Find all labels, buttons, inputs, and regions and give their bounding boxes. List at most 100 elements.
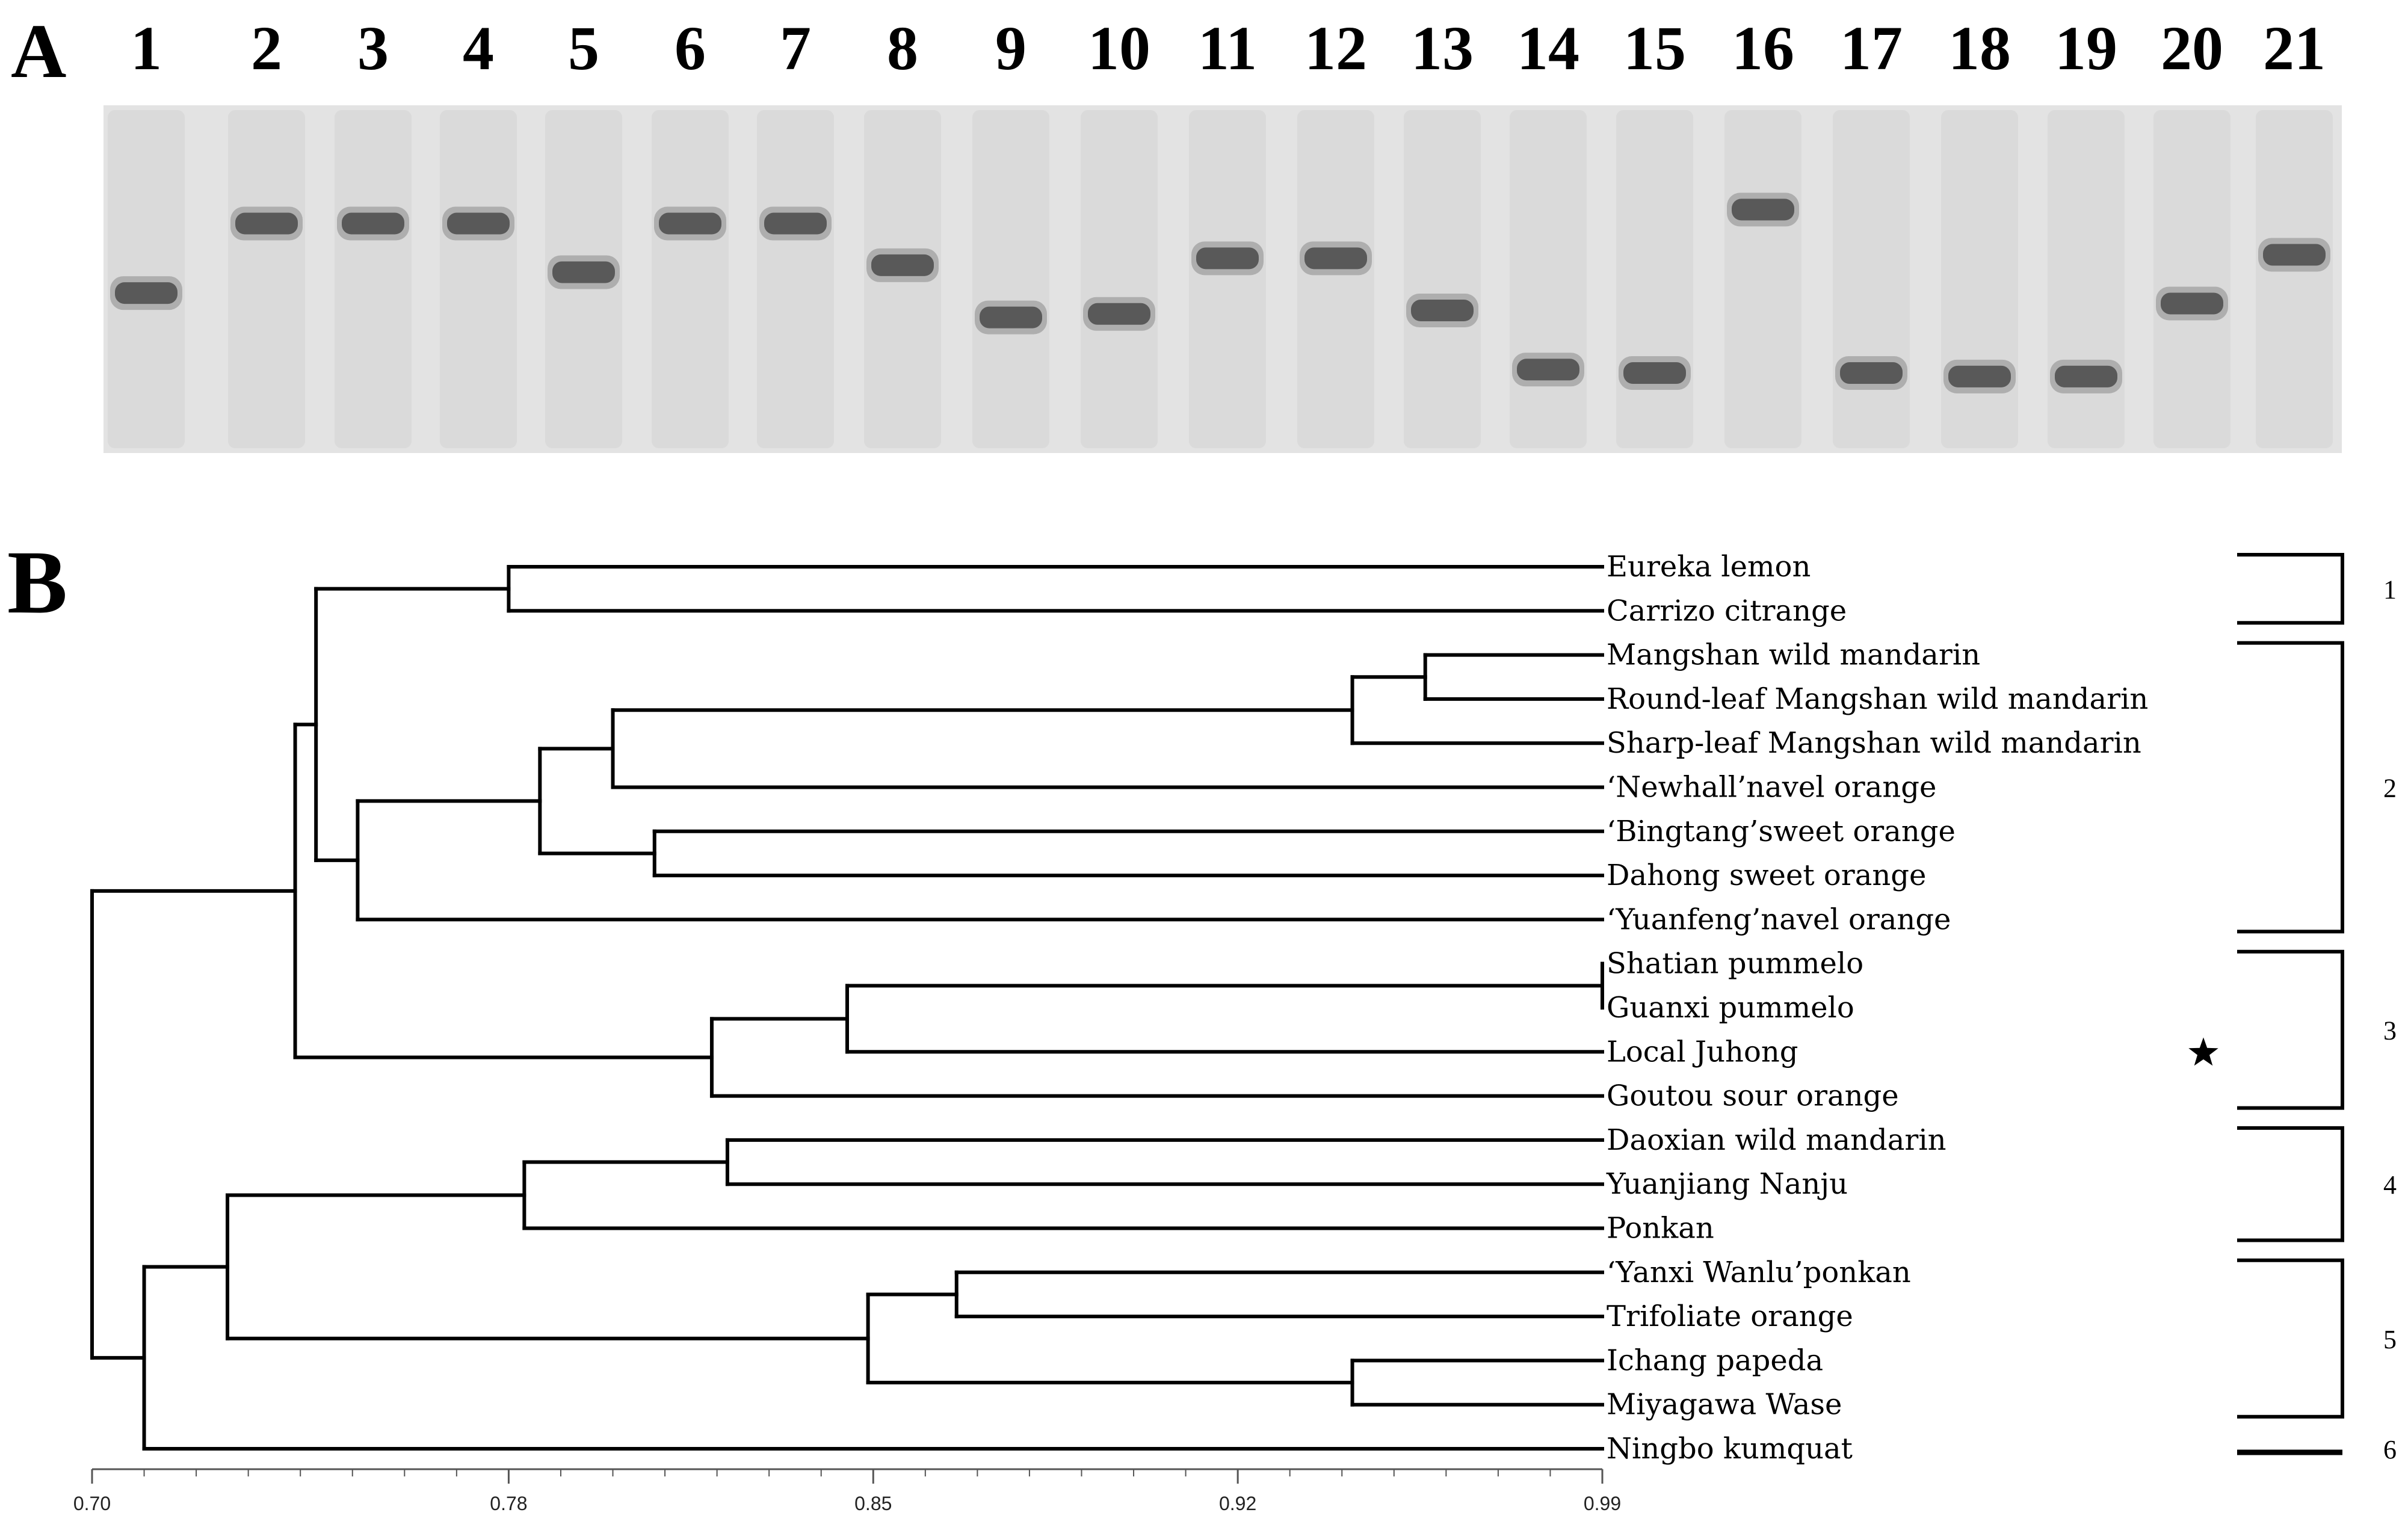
- gel-band: [764, 212, 827, 235]
- taxon-label: Sharp-leaf Mangshan wild mandarin: [1607, 726, 2141, 760]
- lane-label: 17: [1840, 14, 1903, 83]
- lane-label: 9: [995, 14, 1026, 83]
- lane-label: 12: [1304, 14, 1367, 83]
- group-label: 1: [2383, 575, 2397, 605]
- lane-labels: 1 2 3 4 5 6 7 8 9 10 11 12 13 14 15 16 17 18 19 20 21: [131, 14, 2326, 83]
- taxon-label: Goutou sour orange: [1607, 1079, 1899, 1113]
- lane-label: 20: [2161, 14, 2223, 83]
- axis-tick-label: 0.78: [490, 1493, 527, 1514]
- lane-label: 8: [887, 14, 918, 83]
- gel-lane-smear: [228, 110, 305, 448]
- gel-band: [1304, 247, 1367, 270]
- panel-b-label: B: [7, 532, 67, 632]
- gel-lane-smear: [440, 110, 517, 448]
- group-label: 5: [2383, 1325, 2397, 1354]
- dendrogram: [90, 565, 1604, 1451]
- gel-band: [1196, 247, 1259, 270]
- group-label: 4: [2383, 1170, 2397, 1200]
- gel-band: [1948, 365, 2011, 387]
- lane-label: 4: [463, 14, 494, 83]
- taxon-label: Mangshan wild mandarin: [1607, 638, 1980, 672]
- gel-band: [447, 212, 510, 235]
- group-bracket: [2237, 949, 2344, 1110]
- lane-label: 7: [780, 14, 811, 83]
- taxon-label: Ponkan: [1607, 1212, 1714, 1245]
- lane-label: 16: [1732, 14, 1794, 83]
- lane-label: 18: [1948, 14, 2011, 83]
- lane-label: 10: [1088, 14, 1150, 83]
- taxon-label: ‘Yuanfeng’navel orange: [1607, 902, 1951, 936]
- gel-band: [2263, 244, 2326, 266]
- taxon-label: Yuanjiang Nanju: [1606, 1167, 1848, 1201]
- gel-lane-smear: [2256, 110, 2333, 448]
- lane-label: 21: [2263, 14, 2326, 83]
- panel-a: A 1 2 3 4 5 6 7 8 9 10 11 12 13 14 15 16 17 18 19 20 21: [11, 8, 2342, 453]
- taxon-label: Daoxian wild mandarin: [1607, 1123, 1946, 1157]
- group-label: 6: [2383, 1435, 2397, 1464]
- taxon-label: Ichang papeda: [1607, 1343, 1823, 1377]
- taxon-label: ‘Newhall’navel orange: [1607, 771, 1936, 804]
- lane-label: 6: [675, 14, 706, 83]
- group-label: 3: [2383, 1016, 2397, 1046]
- taxon-label: Dahong sweet orange: [1607, 859, 1926, 892]
- gel-lane-smear: [1616, 110, 1693, 448]
- lane-label: 14: [1517, 14, 1579, 83]
- gel-band: [1517, 359, 1579, 381]
- lane-label: 5: [568, 14, 599, 83]
- gel-lane-smear: [2153, 110, 2230, 448]
- gel-band: [1623, 362, 1686, 384]
- gel-band: [1088, 303, 1150, 325]
- group-bracket: [2237, 553, 2344, 625]
- gel-lane-smear: [652, 110, 729, 448]
- gel-band: [2161, 292, 2223, 315]
- taxon-label: ‘Yanxi Wanlu’ponkan: [1607, 1256, 1911, 1289]
- group-brackets: 1 2 3 4 5 6: [2237, 553, 2397, 1464]
- taxon-label: Eureka lemon: [1607, 550, 1811, 584]
- axis-tick-label: 0.85: [854, 1493, 892, 1514]
- axis-tick-label: 0.70: [73, 1493, 111, 1514]
- gel-background: [103, 105, 2342, 453]
- axis-tick-label: 0.92: [1219, 1493, 1256, 1514]
- taxon-label: ‘Bingtang’sweet orange: [1607, 815, 1956, 848]
- lane-label: 2: [251, 14, 282, 83]
- gel-band: [980, 306, 1042, 328]
- gel-lane-smear: [1833, 110, 1910, 448]
- gel-band: [552, 261, 615, 283]
- panel-b: B Eureka lemon Carrizo citrange Mangshan w…: [7, 532, 2397, 1514]
- gel-lane-smear: [1724, 110, 1801, 448]
- star-icon: [2188, 1037, 2218, 1066]
- gel-lane-smear: [1081, 110, 1158, 448]
- gel-band: [342, 212, 404, 235]
- gel-band: [2055, 365, 2117, 387]
- gel-lane-smear: [335, 110, 412, 448]
- lane-label: 13: [1411, 14, 1474, 83]
- gel-lane-smear: [1941, 110, 2018, 448]
- group-bracket: [2237, 1126, 2344, 1242]
- taxon-label: Local Juhong: [1607, 1035, 1798, 1069]
- taxon-label: Guanxi pummelo: [1607, 991, 1854, 1025]
- gel-lanes: [108, 110, 2333, 448]
- gel-band: [1411, 300, 1474, 322]
- group-bracket: [2237, 641, 2344, 934]
- gel-band: [659, 212, 721, 235]
- gel-lane-smear: [757, 110, 834, 448]
- gel-lane-smear: [2048, 110, 2125, 448]
- panel-a-label: A: [11, 8, 66, 94]
- taxon-label: Trifoliate orange: [1607, 1300, 1853, 1333]
- gel-band: [235, 212, 298, 235]
- lane-label: 11: [1198, 14, 1257, 83]
- similarity-axis: 0.70 0.78 0.85 0.92 0.99: [73, 1468, 1621, 1514]
- gel-lane-smear: [1189, 110, 1266, 448]
- taxon-labels: Eureka lemon Carrizo citrange Mangshan wil…: [1606, 550, 2218, 1466]
- gel-band: [115, 282, 178, 304]
- group-label: 2: [2383, 774, 2397, 803]
- gel-lane-smear: [1510, 110, 1587, 448]
- taxon-label: Round-leaf Mangshan wild mandarin: [1607, 682, 2148, 716]
- gel-lane-smear: [972, 110, 1049, 448]
- taxon-label: Shatian pummelo: [1607, 947, 1863, 981]
- lane-label: 3: [357, 14, 389, 83]
- lane-label: 15: [1623, 14, 1686, 83]
- lane-label: 1: [131, 14, 162, 83]
- taxon-label: Miyagawa Wase: [1607, 1388, 1842, 1422]
